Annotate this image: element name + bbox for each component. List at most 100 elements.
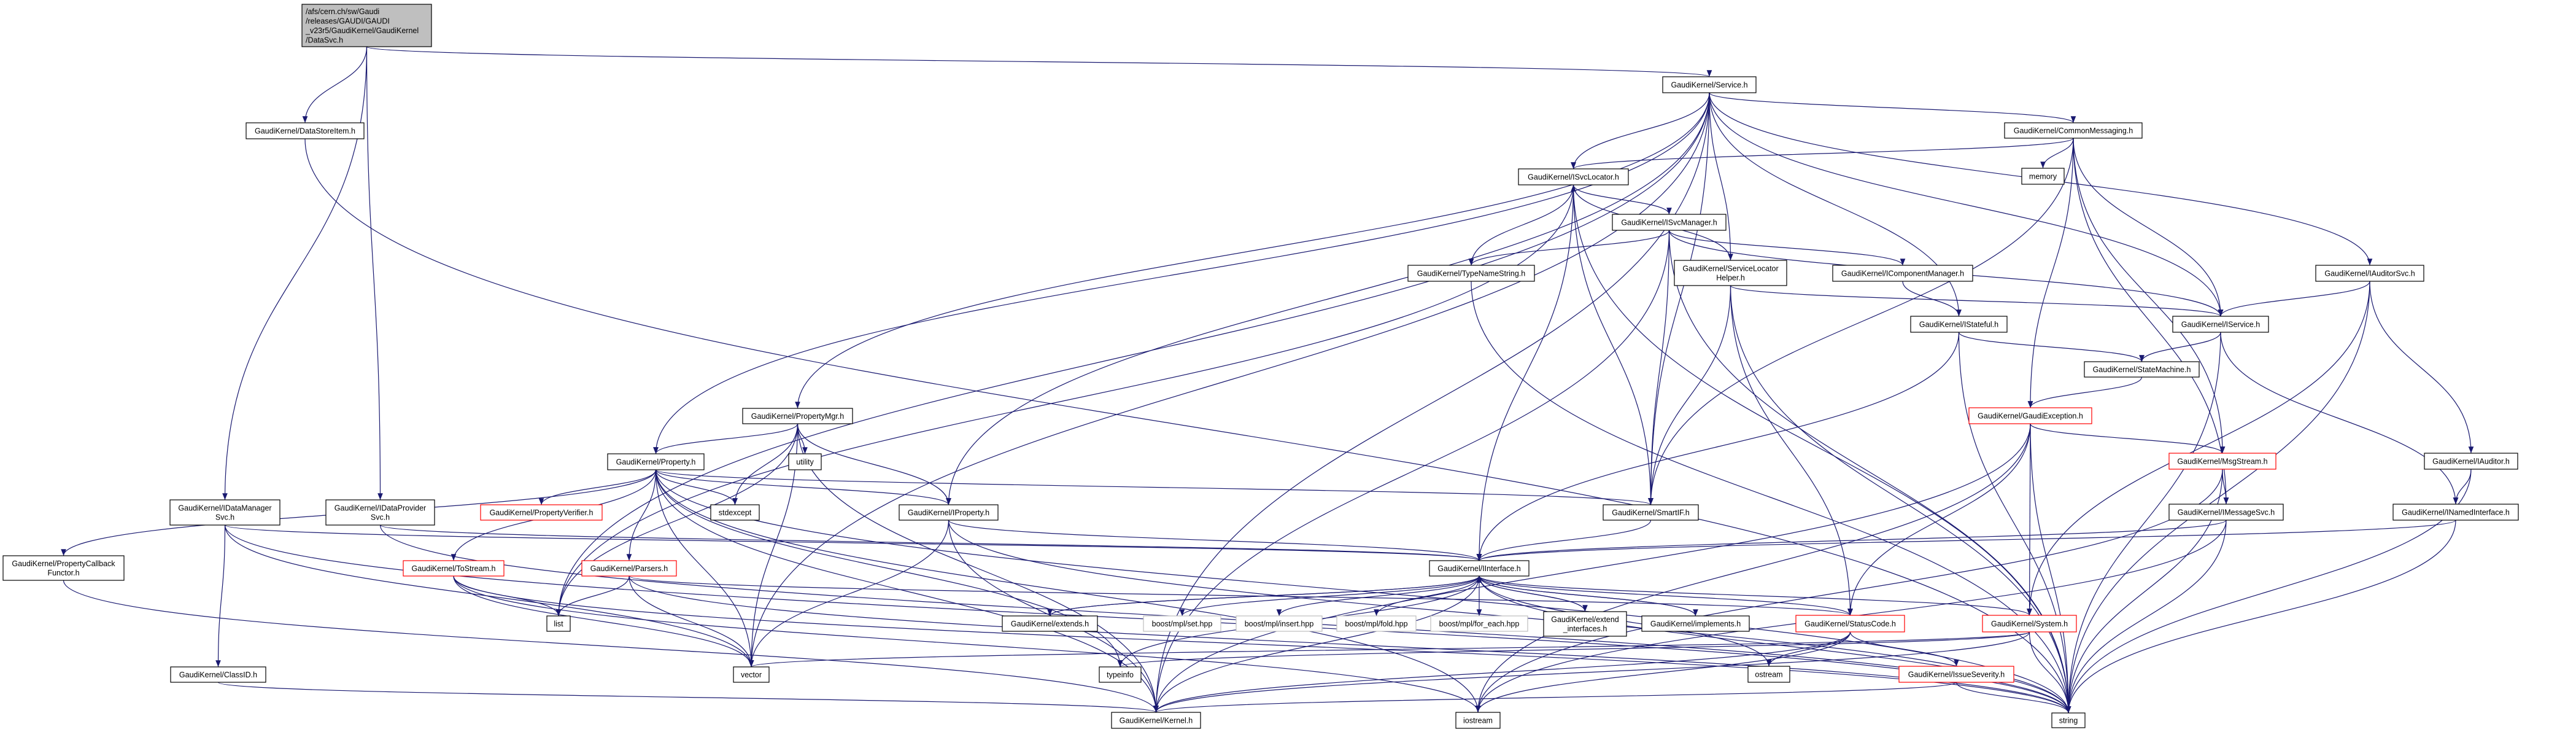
node-label: GaudiKernel/CommonMessaging.h [2014, 127, 2133, 135]
node-tns[interactable]: GaudiKernel/TypeNameString.h [1407, 265, 1535, 282]
node-label: GaudiKernel/System.h [1991, 620, 2068, 628]
node-isev[interactable]: GaudiKernel/IssueSeverity.h [1898, 666, 2014, 683]
edge-slh-to-isvc [1730, 285, 2223, 317]
edge-pars-to-vec [629, 575, 754, 668]
node-inam[interactable]: GaudiKernel/INamedInterface.h [2392, 504, 2519, 521]
edge-gexc-to-sc [1847, 423, 2031, 616]
node-label: GaudiKernel/GaudiException.h [1978, 412, 2083, 421]
node-label: GaudiKernel/IInterface.h [1437, 564, 1521, 573]
node-kern[interactable]: GaudiKernel/Kernel.h [1111, 712, 1201, 729]
edge-cmsg-to-msg [2073, 138, 2226, 454]
node-isl[interactable]: GaudiKernel/ISvcLocator.h [1518, 168, 1629, 185]
node-tos[interactable]: GaudiKernel/ToStream.h [403, 560, 505, 577]
node-icm[interactable]: GaudiKernel/IComponentManager.h [1832, 265, 1973, 282]
node-label: GaudiKernel/IAuditorSvc.h [2324, 270, 2415, 278]
edge-sys-to-tinfo [1118, 631, 2030, 668]
node-label: GaudiKernel/IDataManager [178, 504, 271, 513]
node-ism[interactable]: GaudiKernel/ISvcManager.h [1612, 214, 1727, 231]
node-bset[interactable]: boost/mpl/set.hpp [1143, 615, 1221, 632]
node-istf[interactable]: GaudiKernel/IStateful.h [1910, 316, 2008, 333]
node-bfor[interactable]: boost/mpl/for_each.hpp [1430, 615, 1528, 632]
edge-iprop-to-iint [948, 520, 1482, 561]
node-cid[interactable]: GaudiKernel/ClassID.h [170, 666, 266, 683]
node-box [1898, 666, 2014, 683]
node-box [1455, 712, 1501, 729]
node-box [1910, 316, 2008, 333]
node-dsi[interactable]: GaudiKernel/DataStoreItem.h [246, 122, 365, 139]
edge-istf-to-sm [1958, 332, 2145, 362]
node-label: GaudiKernel/extend [1551, 615, 1619, 624]
node-label: GaudiKernel/Property.h [616, 458, 696, 467]
node-str[interactable]: string [2051, 712, 2086, 728]
node-label: stdexcept [719, 508, 752, 517]
node-bfold[interactable]: boost/mpl/fold.hpp [1336, 615, 1417, 632]
edge-iint-to-kern [1153, 575, 1480, 713]
edge-imsg-to-str [2065, 520, 2227, 714]
node-iasvc[interactable]: GaudiKernel/IAuditorSvc.h [2315, 265, 2424, 282]
nodes-layer: /afs/cern.ch/sw/Gaudi/releases/GAUDI/GAU… [2, 4, 2519, 729]
edge-isvc-to-sm [2139, 332, 2221, 362]
node-imsg[interactable]: GaudiKernel/IMessageSvc.h [2168, 504, 2284, 521]
node-box [1674, 260, 1787, 286]
edge-pars-to-list [555, 575, 630, 617]
node-iaud[interactable]: GaudiKernel/IAuditor.h [2424, 453, 2518, 470]
node-gexc[interactable]: GaudiKernel/GaudiException.h [1968, 407, 2092, 424]
node-bins[interactable]: boost/mpl/insert.hpp [1236, 615, 1323, 632]
edge-cmsg-to-mem [2040, 138, 2074, 169]
node-label: GaudiKernel/IDataProvider [335, 504, 426, 513]
node-impl[interactable]: GaudiKernel/implements.h [1641, 615, 1750, 632]
edge-svc-to-slh [1709, 92, 1733, 261]
node-sys[interactable]: GaudiKernel/System.h [1982, 615, 2077, 633]
node-box [1982, 615, 2077, 633]
node-list[interactable]: list [546, 615, 571, 632]
node-root[interactable]: /afs/cern.ch/sw/Gaudi/releases/GAUDI/GAU… [301, 4, 432, 47]
edge-cmsg-to-isvc [2073, 138, 2224, 317]
node-smart[interactable]: GaudiKernel/SmartIF.h [1603, 504, 1699, 521]
edge-iint-to-bfold [1374, 575, 1480, 617]
node-box [1111, 712, 1201, 729]
edge-cmsg-to-smart [1648, 138, 2074, 505]
node-prop[interactable]: GaudiKernel/Property.h [607, 453, 705, 470]
node-box [1968, 407, 2092, 424]
node-mem[interactable]: memory [2021, 168, 2065, 185]
edge-inam-to-str [2065, 520, 2456, 714]
node-label: GaudiKernel/IService.h [2181, 321, 2261, 329]
node-label: typeinfo [1107, 671, 1134, 679]
node-pver[interactable]: GaudiKernel/PropertyVerifier.h [480, 504, 603, 521]
node-util[interactable]: utility [788, 453, 822, 470]
node-label: vector [741, 671, 762, 679]
node-pmgr[interactable]: GaudiKernel/PropertyMgr.h [742, 408, 853, 424]
node-stdx[interactable]: stdexcept [710, 504, 760, 521]
node-svc[interactable]: GaudiKernel/Service.h [1662, 76, 1757, 93]
node-pars[interactable]: GaudiKernel/Parsers.h [581, 560, 677, 577]
node-iint[interactable]: GaudiKernel/IInterface.h [1429, 560, 1530, 577]
node-box [1832, 265, 1973, 282]
node-sm[interactable]: GaudiKernel/StateMachine.h [2084, 361, 2200, 378]
node-tinfo[interactable]: typeinfo [1099, 666, 1142, 683]
node-iprop[interactable]: GaudiKernel/IProperty.h [899, 504, 999, 521]
node-msg[interactable]: GaudiKernel/MsgStream.h [2168, 453, 2276, 470]
edge-isvc-to-inam [2220, 332, 2459, 505]
node-cmsg[interactable]: GaudiKernel/CommonMessaging.h [2004, 122, 2143, 139]
node-box [2004, 122, 2143, 139]
node-extif[interactable]: GaudiKernel/extend_interfaces.h [1543, 611, 1627, 637]
node-sc[interactable]: GaudiKernel/StatusCode.h [1795, 615, 1905, 633]
node-label: Functor.h [47, 569, 79, 577]
node-ostr[interactable]: ostream [1747, 666, 1790, 683]
edge-dsi-to-str [304, 138, 2071, 714]
node-label: GaudiKernel/TypeNameString.h [1417, 270, 1526, 278]
node-vec[interactable]: vector [733, 666, 770, 683]
node-ext[interactable]: GaudiKernel/extends.h [1002, 615, 1098, 632]
node-iostr[interactable]: iostream [1455, 712, 1501, 729]
edge-prop-to-pars [626, 469, 657, 561]
node-label: memory [2029, 173, 2057, 181]
edge-cid-to-kern [217, 682, 1159, 713]
edge-sc-to-ostr [1766, 631, 1851, 667]
edge-pmgr-to-prop [653, 423, 799, 454]
node-isvc[interactable]: GaudiKernel/IService.h [2172, 316, 2269, 333]
